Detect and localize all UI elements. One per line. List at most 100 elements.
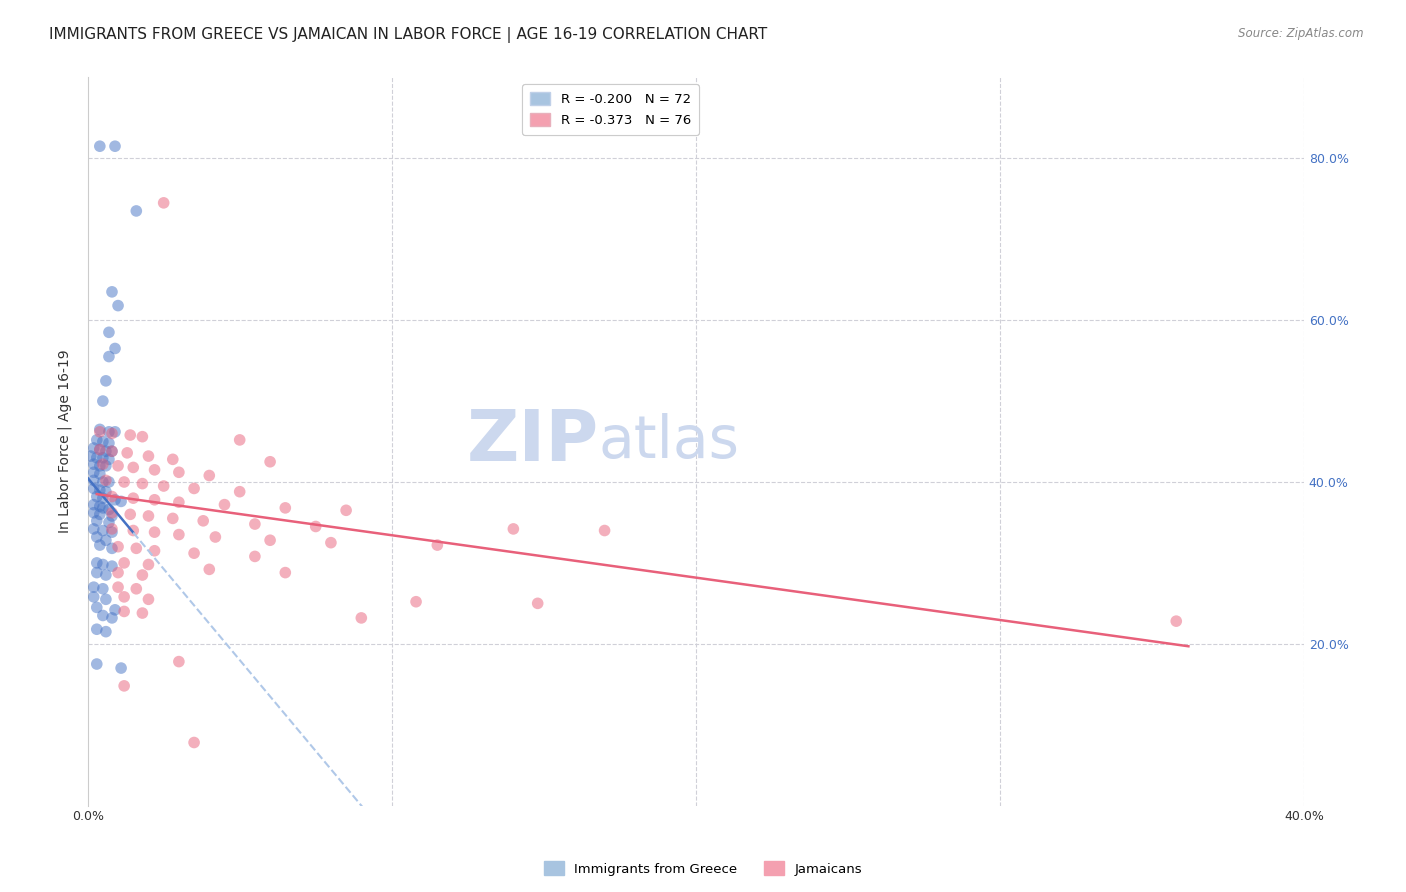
Point [228,484,250,499]
Point [80,449,103,463]
Point [122,460,145,475]
Point [167,527,190,541]
Point [83,474,105,488]
Point [83,441,105,455]
Point [198,468,221,483]
Point [91,582,114,596]
Point [131,568,153,582]
Point [94,568,117,582]
Point [101,490,124,504]
Point [131,606,153,620]
Point [83,482,105,496]
Point [97,425,120,439]
Point [110,661,132,675]
Point [101,525,124,540]
Point [83,465,105,479]
Point [167,465,190,479]
Point [97,350,120,364]
Point [91,475,114,489]
Point [426,538,449,552]
Point [112,679,135,693]
Point [138,449,160,463]
Point [214,498,236,512]
Point [162,452,184,467]
Point [101,444,124,458]
Point [91,524,114,538]
Point [107,566,129,580]
Point [91,500,114,515]
Point [243,517,266,532]
Point [89,500,111,514]
Point [94,458,117,473]
Point [91,394,114,409]
Point [91,457,114,471]
Point [152,479,174,493]
Point [167,655,190,669]
Point [143,525,166,540]
Point [94,533,117,548]
Point [101,444,124,458]
Point [94,484,117,499]
Point [104,342,127,356]
Point [83,506,105,520]
Point [101,611,124,625]
Point [183,482,205,496]
Point [319,535,342,549]
Point [101,522,124,536]
Point [89,442,111,457]
Point [104,425,127,439]
Point [112,590,135,604]
Point [91,558,114,572]
Point [1166,614,1188,628]
Point [107,299,129,313]
Point [405,595,427,609]
Point [104,492,127,507]
Point [125,582,148,596]
Point [86,530,108,544]
Point [101,508,124,523]
Point [112,604,135,618]
Point [526,596,548,610]
Point [89,139,111,153]
Point [305,519,328,533]
Point [138,592,160,607]
Point [89,422,111,436]
Point [86,556,108,570]
Point [183,546,205,560]
Point [101,506,124,520]
Point [89,483,111,497]
Point [97,326,120,340]
Point [335,503,357,517]
Point [86,622,108,636]
Point [97,452,120,467]
Point [125,203,148,218]
Point [89,442,111,457]
Point [167,495,190,509]
Point [97,436,120,450]
Point [107,458,129,473]
Point [101,426,124,441]
Point [94,474,117,488]
Point [97,475,120,489]
Text: IMMIGRANTS FROM GREECE VS JAMAICAN IN LABOR FORCE | AGE 16-19 CORRELATION CHART: IMMIGRANTS FROM GREECE VS JAMAICAN IN LA… [49,27,768,43]
Point [86,450,108,465]
Point [86,514,108,528]
Point [101,285,124,299]
Point [131,476,153,491]
Point [120,428,142,442]
Point [107,580,129,594]
Point [86,566,108,580]
Point [274,566,297,580]
Point [91,491,114,505]
Y-axis label: In Labor Force | Age 16-19: In Labor Force | Age 16-19 [58,350,72,533]
Point [115,446,138,460]
Point [94,444,117,458]
Point [83,498,105,512]
Point [162,511,184,525]
Legend: Immigrants from Greece, Jamaicans: Immigrants from Greece, Jamaicans [538,856,868,881]
Point [152,195,174,210]
Point [274,500,297,515]
Point [94,374,117,388]
Point [83,457,105,471]
Point [89,425,111,439]
